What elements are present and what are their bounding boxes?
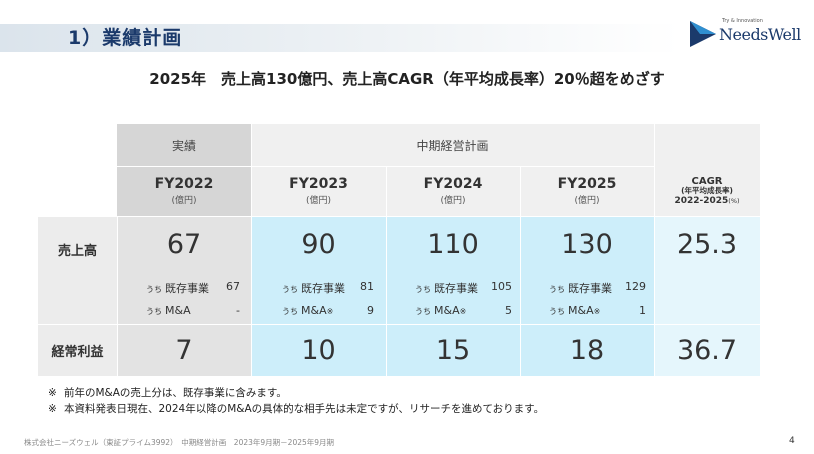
header-bar <box>0 24 680 52</box>
sales-label: 売上高 <box>57 244 97 259</box>
row-label-sales: 売上高 <box>38 216 117 324</box>
ma-value: - <box>236 304 240 317</box>
sales-cell-fy2025 <box>520 216 654 324</box>
logo-name: NeedsWell <box>719 25 801 44</box>
grid-line <box>654 124 655 376</box>
note-1: ※ 前年のM&Aの売上分は、既存事業に含みます。 <box>48 385 287 400</box>
sales-cell-fy2023 <box>251 216 386 324</box>
existing-value: 67 <box>226 280 240 293</box>
sales-value: 90 <box>301 229 336 260</box>
cagr-sub: (年平均成長率) <box>681 186 733 196</box>
unit-label: (億円) <box>574 196 600 206</box>
header-actual-label: 実績 <box>171 138 196 153</box>
grid-line <box>38 216 760 217</box>
page-subtitle: 2025年 売上高130億円、売上高CAGR（年平均成長率）20％超をめざす <box>149 70 665 88</box>
existing-label: うち 既存事業 <box>549 282 612 295</box>
sales-cell-fy2022 <box>117 216 251 324</box>
fy-label: FY2024 <box>423 176 483 192</box>
existing-value: 129 <box>625 280 646 293</box>
profit-cell-cagr: 36.7 <box>654 324 760 376</box>
header-plan-label: 中期経営計画 <box>416 138 489 153</box>
logo-triangle-icon <box>690 21 716 47</box>
ma-label: うち M&A※ <box>282 304 334 317</box>
sales-value: 67 <box>166 229 202 260</box>
profit-cell-fy2023: 10 <box>251 324 386 376</box>
fy-label: FY2023 <box>289 176 348 192</box>
unit-label: (億円) <box>440 196 466 206</box>
header-fy2023: FY2023 (億円) <box>251 166 386 216</box>
ma-label: うち M&A※ <box>415 304 467 317</box>
header-fy2025: FY2025 (億円) <box>520 166 654 216</box>
profit-value: 18 <box>569 334 605 366</box>
ma-value: 9 <box>367 304 374 317</box>
ma-value: 1 <box>639 304 646 317</box>
ma-value: 5 <box>505 304 512 317</box>
profit-cell-fy2024: 15 <box>386 324 520 376</box>
grid-line <box>38 324 760 325</box>
cagr-unit: (%) <box>728 196 740 205</box>
ma-label: うち M&A※ <box>549 304 601 317</box>
note-text: 本資料発表日現在、2024年以降のM&Aの具体的な相手先は未定ですが、リサーチを… <box>64 403 545 415</box>
header-fy2024: FY2024 (億円) <box>386 166 520 216</box>
profit-label: 経常利益 <box>51 344 104 360</box>
existing-label: うち 既存事業 <box>415 282 478 295</box>
note-2: ※ 本資料発表日現在、2024年以降のM&Aの具体的な相手先は未定ですが、リサーチ… <box>48 401 544 416</box>
header-cagr-empty <box>654 124 760 166</box>
ma-label: うち M&A <box>146 304 191 317</box>
grid-line <box>251 124 252 376</box>
grid-line <box>117 216 118 376</box>
existing-label: うち 既存事業 <box>282 282 345 295</box>
grid-line <box>117 166 654 167</box>
existing-value: 81 <box>360 280 374 293</box>
profit-value: 10 <box>301 334 336 366</box>
sales-value: 110 <box>427 229 479 260</box>
unit-label: (億円) <box>305 196 332 206</box>
grid-line <box>386 166 387 376</box>
note-mark: ※ <box>48 403 57 415</box>
footer-text: 株式会社ニーズウェル（東証プライム3992） 中期経営計画 2023年9月期－2… <box>24 438 335 447</box>
profit-cagr-value: 36.7 <box>676 334 738 366</box>
existing-value: 105 <box>491 280 512 293</box>
row-label-profit: 経常利益 <box>38 324 117 376</box>
header-fy2022: FY2022 (億円) <box>117 166 251 216</box>
unit-label: (億円) <box>171 196 197 206</box>
cagr-label: CAGR <box>691 175 723 187</box>
fy-label: FY2022 <box>154 176 214 192</box>
header-cagr: CAGR (年平均成長率) 2022-2025(%) <box>654 166 760 216</box>
sales-cagr-value: 25.3 <box>676 229 738 260</box>
profit-value: 15 <box>435 334 471 366</box>
logo-tagline: Try & Innovation <box>722 18 763 24</box>
note-mark: ※ <box>48 387 57 399</box>
sales-cell-cagr <box>654 216 760 324</box>
cagr-range: 2022-2025 <box>674 195 729 206</box>
grid-line <box>520 166 521 376</box>
profit-value: 7 <box>175 334 193 366</box>
existing-label: うち 既存事業 <box>146 282 209 295</box>
note-text: 前年のM&Aの売上分は、既存事業に含みます。 <box>64 387 287 399</box>
page-number: 4 <box>789 436 795 446</box>
section-title: 1）業績計画 <box>68 27 183 49</box>
sales-cell-fy2024 <box>386 216 520 324</box>
header-actual: 実績 <box>117 124 251 166</box>
header-plan: 中期経営計画 <box>251 124 654 166</box>
sales-value: 130 <box>561 229 613 260</box>
profit-cell-fy2022: 7 <box>117 324 251 376</box>
company-logo: Try & Innovation NeedsWell <box>686 18 801 50</box>
profit-cell-fy2025: 18 <box>520 324 654 376</box>
fy-label: FY2025 <box>557 176 617 192</box>
